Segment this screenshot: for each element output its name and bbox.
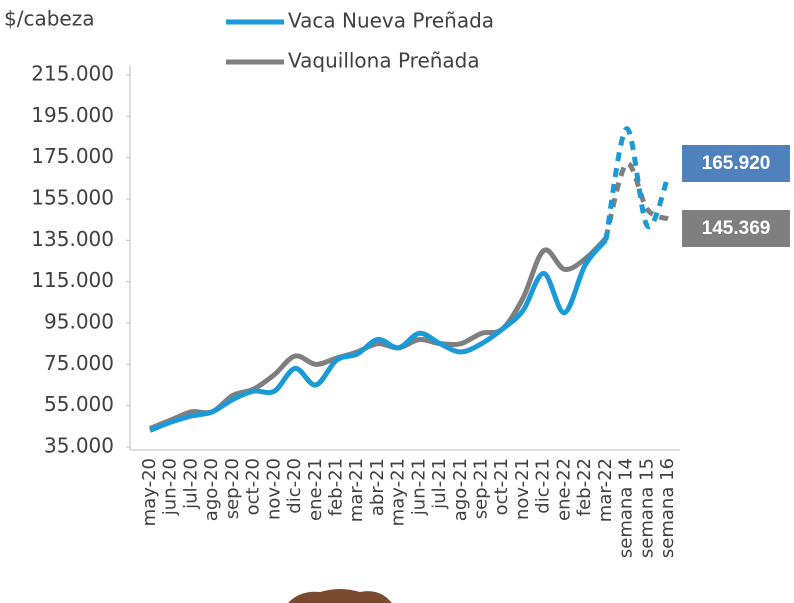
x-tick-label: ago-21 bbox=[450, 458, 471, 521]
y-tick-label: 115.000 bbox=[31, 268, 114, 292]
x-tick-label: abr-21 bbox=[367, 458, 388, 516]
x-tick-label: ago-20 bbox=[201, 458, 222, 521]
series-line bbox=[149, 236, 608, 431]
x-tick-label: nov-21 bbox=[512, 458, 533, 520]
value-label: 145.369 bbox=[702, 218, 771, 239]
y-tick-label: 215.000 bbox=[31, 62, 114, 86]
x-tick-label: oct-21 bbox=[491, 458, 512, 515]
series-line bbox=[149, 238, 608, 433]
x-tick-label: jun-21 bbox=[408, 458, 429, 516]
x-tick-label: ene-21 bbox=[305, 458, 326, 521]
y-tick-label: 75.000 bbox=[44, 351, 114, 375]
x-tick-label: feb-21 bbox=[325, 458, 346, 516]
x-tick-label: nov-20 bbox=[263, 458, 284, 520]
x-tick-label: jun-20 bbox=[160, 458, 181, 516]
value-label-box bbox=[682, 145, 790, 182]
y-tick-label: 135.000 bbox=[31, 227, 114, 251]
y-tick-label: 175.000 bbox=[31, 144, 114, 168]
value-label: 165.920 bbox=[702, 153, 771, 174]
legend-label: Vaquillona Preñada bbox=[288, 49, 480, 73]
legend-label: Vaca Nueva Preñada bbox=[288, 9, 494, 33]
value-label-box bbox=[682, 210, 790, 247]
y-tick-label: 55.000 bbox=[44, 392, 114, 416]
y-tick-label: 195.000 bbox=[31, 103, 114, 127]
y-axis-label: $/cabeza bbox=[4, 7, 94, 31]
x-tick-label: may-21 bbox=[388, 458, 409, 526]
y-tick-label: 95.000 bbox=[44, 310, 114, 334]
x-tick-label: jul-21 bbox=[429, 458, 450, 510]
x-tick-label: semana 15 bbox=[636, 458, 657, 558]
cow-image bbox=[288, 589, 392, 603]
x-tick-label: semana 16 bbox=[657, 458, 678, 558]
x-tick-label: dic-21 bbox=[533, 458, 554, 514]
x-tick-label: sep-21 bbox=[471, 458, 492, 519]
x-tick-label: sep-20 bbox=[222, 458, 243, 519]
x-tick-label: may-20 bbox=[139, 458, 160, 526]
x-tick-label: mar-22 bbox=[595, 458, 616, 522]
x-tick-label: ene-22 bbox=[553, 458, 574, 521]
y-tick-label: 35.000 bbox=[44, 434, 114, 458]
x-tick-label: feb-22 bbox=[574, 458, 595, 516]
x-tick-label: oct-20 bbox=[243, 458, 264, 515]
series-line bbox=[603, 161, 670, 239]
x-tick-label: semana 14 bbox=[616, 458, 637, 558]
y-tick-label: 155.000 bbox=[31, 186, 114, 210]
x-tick-label: mar-21 bbox=[346, 458, 367, 522]
x-tick-label: dic-20 bbox=[284, 458, 305, 514]
series-line bbox=[603, 126, 671, 241]
x-tick-label: jul-20 bbox=[180, 458, 201, 510]
